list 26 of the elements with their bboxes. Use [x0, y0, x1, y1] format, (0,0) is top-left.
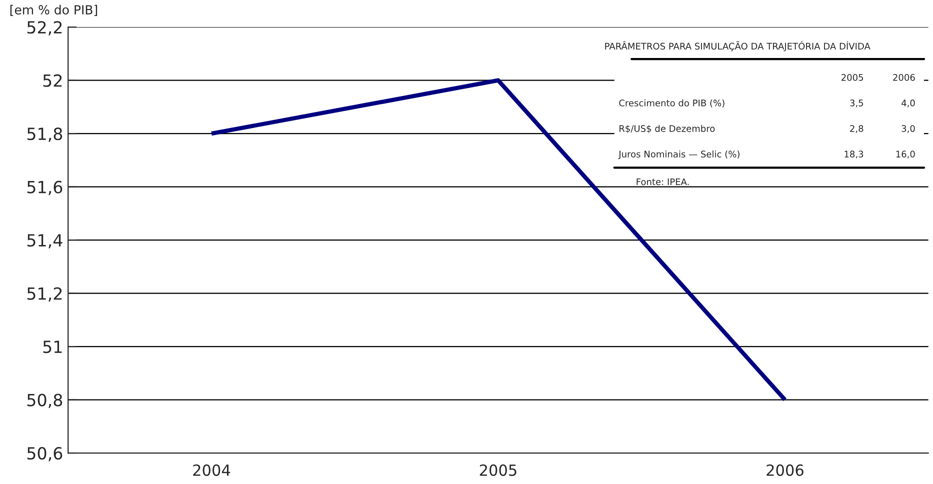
annotation: Fonte: IPEA.	[636, 178, 689, 186]
annotation: 3,0	[902, 125, 915, 133]
y-tick-label: 51,6	[27, 180, 62, 196]
y-tick-label: 52,2	[27, 21, 62, 36]
annotation: 2006	[893, 74, 915, 81]
y-tick-label: 51	[43, 340, 62, 354]
annotation: 4,0	[902, 100, 915, 108]
annotation: 2005	[842, 74, 864, 81]
annotation: 2,8	[850, 125, 864, 133]
y-axis-title: [em % do PIB]	[10, 4, 98, 16]
y-tick-label: 51,4	[27, 234, 62, 248]
y-tick-label: 50,6	[27, 446, 62, 462]
annotation: 3,5	[850, 100, 864, 108]
x-tick-label: 2005	[480, 464, 516, 476]
x-tick-label: 2004	[193, 464, 230, 476]
annotation: 16,0	[896, 150, 915, 158]
annotation: 18,3	[844, 150, 864, 158]
annotation: Crescimento do PIB (%)	[619, 99, 724, 108]
x-tick-label: 2006	[766, 464, 804, 476]
y-tick-label: 51,8	[27, 128, 62, 142]
y-tick-label: 51,2	[27, 287, 62, 302]
y-tick-label: 50,8	[27, 394, 62, 408]
annotation: R$/US$ de Dezembro	[620, 124, 715, 134]
annotation: Juros Nominais — Selic (%)	[618, 150, 740, 160]
annotation: PARÂMETROS PARA SIMULAÇÃO DA TRAJETÓRIA DA DÍVIDA	[605, 41, 870, 52]
y-tick-label: 52	[43, 74, 62, 87]
